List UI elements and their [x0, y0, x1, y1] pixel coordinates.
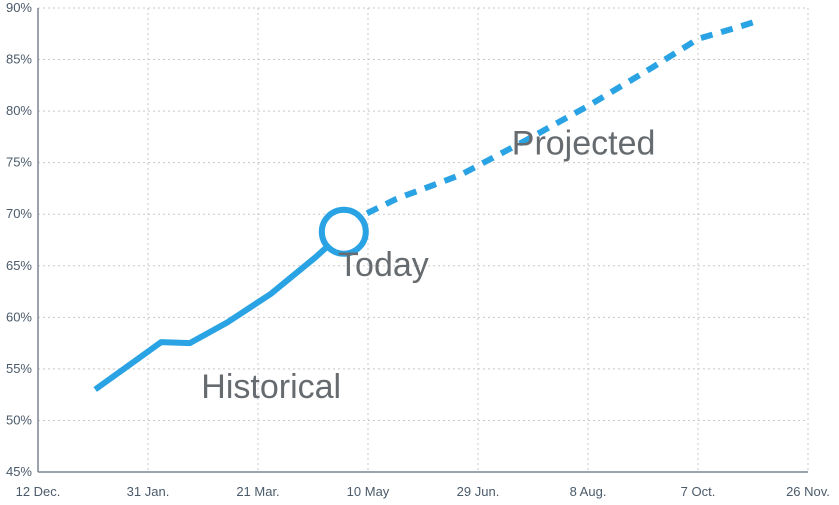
projected-label: Projected — [512, 124, 656, 162]
x-tick-label: 12 Dec. — [16, 484, 61, 499]
series-lines — [93, 17, 761, 392]
annotations: Historical Today Projected — [201, 124, 655, 405]
historical-series-line — [93, 229, 346, 392]
y-axis-tick-labels: 45% 50% 55% 60% 65% 70% 75% 80% 85% 90% — [6, 0, 32, 479]
grid — [38, 7, 809, 472]
x-tick-label: 10 May — [347, 484, 390, 499]
y-tick-label: 85% — [6, 52, 32, 67]
today-marker-group — [318, 206, 369, 257]
x-axis-tick-labels: 12 Dec. 31 Jan. 21 Mar. 10 May 29 Jun. 8 Aug.… — [16, 484, 830, 499]
y-tick-label: 65% — [6, 258, 32, 273]
y-tick-label: 50% — [6, 412, 32, 427]
x-tick-label: 29 Jun. — [457, 484, 500, 499]
x-tick-label: 7 Oct. — [681, 484, 716, 499]
axes — [37, 8, 808, 473]
x-tick-label: 26 Nov. — [786, 484, 830, 499]
y-tick-label: 75% — [6, 155, 32, 170]
x-tick-label: 8 Aug. — [570, 484, 607, 499]
projected-series-line — [346, 17, 761, 226]
historical-label: Historical — [201, 368, 341, 406]
y-tick-label: 80% — [6, 103, 32, 118]
y-tick-label: 90% — [6, 0, 32, 15]
x-tick-label: 31 Jan. — [127, 484, 170, 499]
x-tick-label: 21 Mar. — [236, 484, 279, 499]
y-tick-label: 55% — [6, 361, 32, 376]
y-tick-label: 60% — [6, 309, 32, 324]
y-tick-label: 45% — [6, 464, 32, 479]
today-label: Today — [338, 246, 429, 284]
today-marker — [318, 206, 369, 257]
y-tick-label: 70% — [6, 206, 32, 221]
